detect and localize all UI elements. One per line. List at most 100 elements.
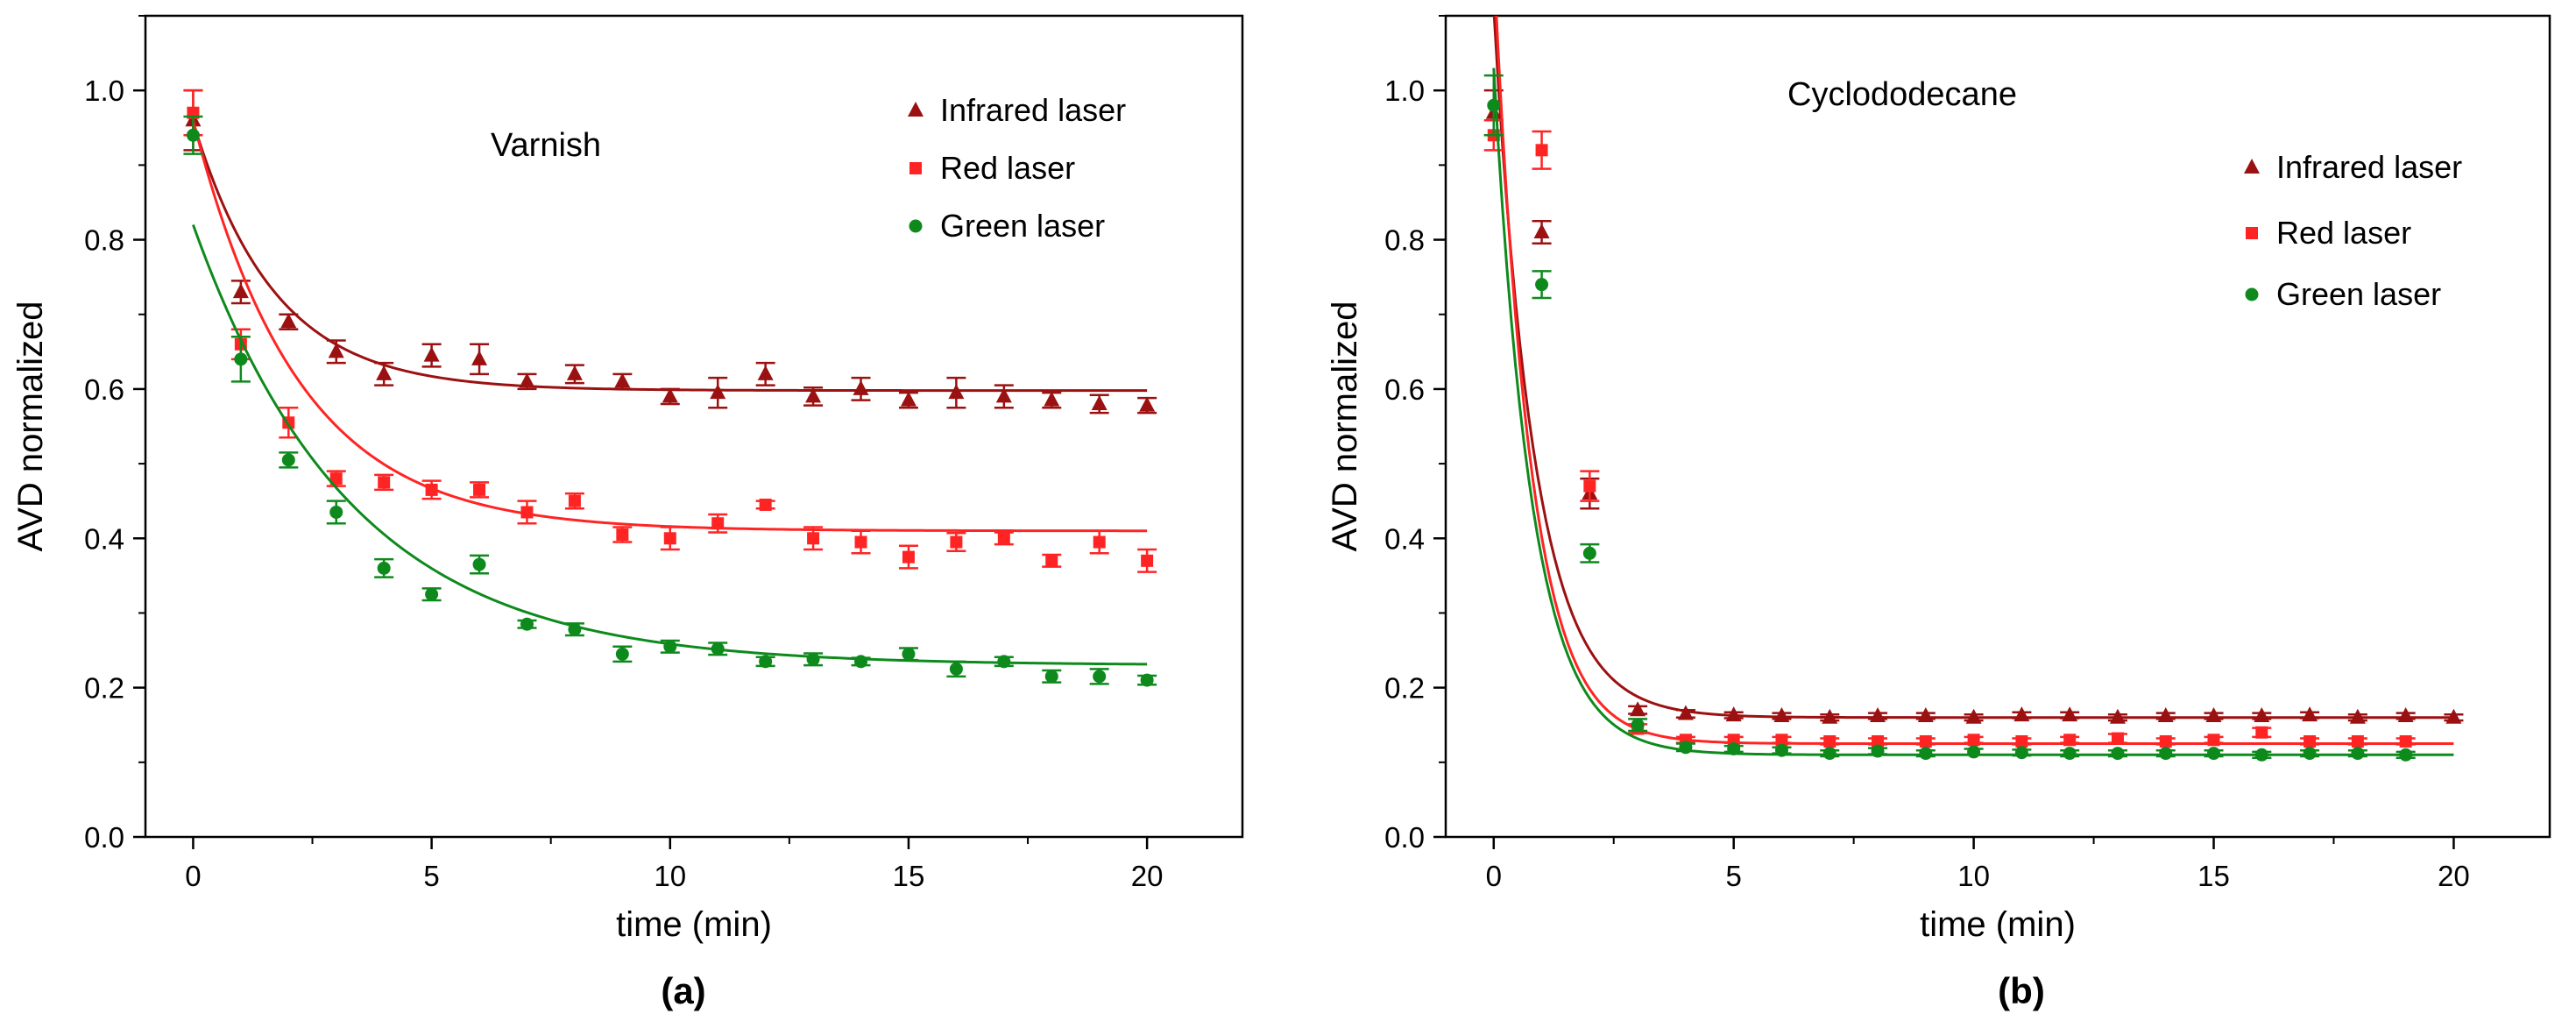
data-point [1872,734,1885,748]
data-point [378,476,391,489]
data-point [2397,707,2414,723]
data-point [1141,554,1154,567]
data-point [1919,747,1933,761]
y-tick-label: 0.6 [84,373,124,406]
data-point [234,352,248,366]
y-tick-label: 0.8 [1384,224,1425,257]
y-tick-label: 0.4 [84,522,124,555]
y-tick-label: 0.0 [84,821,124,854]
data-point [2349,708,2366,724]
data-point [1630,701,1646,717]
data-point [425,587,439,601]
data-point [2159,747,2173,761]
fit-curve-green-laser [192,223,1148,666]
data-point [2351,734,2364,748]
data-point [1727,734,1740,747]
legend-marker-green-laser [909,219,923,233]
data-point [2303,747,2317,761]
data-point [2157,707,2174,723]
data-point [806,652,820,666]
data-point [2205,707,2222,723]
panel-label: (a) [661,970,705,1011]
data-point [711,517,725,530]
data-point [2111,747,2125,761]
data-point [568,494,581,507]
data-point [2304,734,2317,748]
fit-curve-infrared-laser [1492,16,2454,720]
x-tick-label: 20 [2438,860,2470,892]
data-point [759,655,773,669]
data-point [1965,708,1982,724]
legend-marker-green-laser [2245,287,2259,301]
data-point [950,535,963,549]
data-point [2014,746,2028,760]
data-point [1631,718,1645,732]
data-point [1871,744,1885,758]
data-point [2062,706,2078,722]
data-point [949,662,963,676]
data-point [614,372,631,388]
x-axis-title: time (min) [616,905,772,944]
data-point [280,313,297,329]
data-point [2399,734,2412,748]
data-point [1535,144,1548,157]
data-point [995,387,1012,403]
legend-label-green-laser: Green laser [2276,276,2441,312]
data-point [423,346,440,362]
plot-frame [1444,14,2551,839]
data-point [711,642,725,656]
series-green-laser [1483,67,2454,762]
data-point [1093,535,1106,549]
panel-label: (b) [1998,970,2045,1011]
series-infrared-laser [183,89,1157,415]
x-tick-label: 20 [1131,860,1164,892]
plot-frame [144,14,1244,839]
data-point [2063,747,2077,761]
data-point [1774,743,1788,757]
legend-label-infrared-laser: Infrared laser [2276,149,2462,185]
legend-marker-infrared-laser [908,102,924,117]
data-point [1967,734,1980,747]
data-point [759,498,772,511]
data-point [520,617,534,631]
chart-title: Varnish [491,127,601,164]
legend-label-red-laser: Red laser [940,150,1075,186]
data-point [425,483,438,496]
data-point [902,550,915,564]
data-point [1093,670,1107,684]
x-tick-label: 0 [185,860,201,892]
data-point [232,283,249,299]
data-point [568,622,582,636]
data-point [805,387,822,403]
x-axis-title: time (min) [1920,905,2076,944]
data-point [329,472,343,486]
data-point [520,506,534,519]
y-tick-label: 0.2 [1384,672,1425,705]
data-point [2399,748,2413,762]
data-point [281,453,295,467]
data-point [1139,396,1156,412]
data-point [2445,708,2462,724]
data-point [1044,391,1060,407]
data-point [472,557,486,571]
data-point [2111,732,2124,745]
data-point [1582,546,1596,560]
data-point [854,655,868,669]
data-point [377,561,391,575]
data-point [1775,734,1788,747]
y-tick-label: 0.8 [84,224,124,257]
x-tick-label: 5 [1726,860,1742,892]
data-point [1822,708,1838,724]
data-point [2063,734,2077,747]
y-tick-label: 0.6 [1384,373,1425,406]
data-point [948,384,965,400]
data-point [1773,707,1790,723]
data-point [1583,479,1596,493]
data-point [473,483,486,496]
data-point [854,535,867,549]
data-point [710,384,726,400]
data-point [997,532,1010,545]
series-green-laser [183,115,1157,687]
data-point [329,505,343,519]
data-point [471,350,488,365]
